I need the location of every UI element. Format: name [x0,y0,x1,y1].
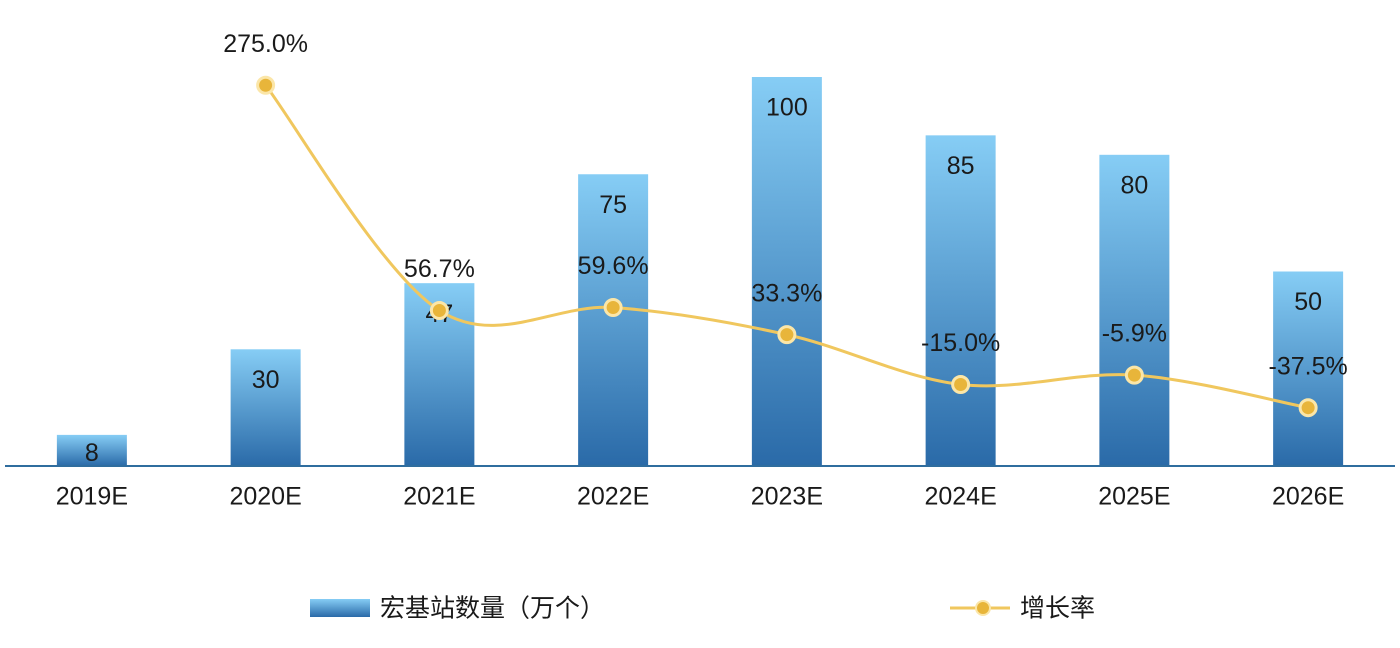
legend-label: 宏基站数量（万个） [380,595,605,623]
bar [1099,154,1170,467]
growth-value-label: -37.5% [1269,352,1348,380]
growth-point [429,301,449,321]
growth-value-label: 56.7% [404,255,475,283]
growth-point [256,75,276,95]
legend-swatch-dot [975,600,991,616]
growth-point [603,298,623,318]
growth-value-label: 275.0% [223,30,308,58]
x-tick-label: 2021E [403,483,475,511]
growth-value-label: 59.6% [578,252,649,280]
x-tick-label: 2026E [1272,483,1344,511]
bar [1273,271,1344,466]
growth-point [777,325,797,345]
growth-value-label: 33.3% [751,279,822,307]
x-tick-label: 2020E [229,483,301,511]
bar [56,434,127,466]
bar-value-label: 30 [252,366,280,394]
growth-point [951,374,971,394]
growth-point [1124,365,1144,385]
bar-value-label: 85 [947,152,975,180]
bar-value-label: 75 [599,191,627,219]
growth-point [1298,398,1318,418]
bar-value-label: 80 [1120,171,1148,199]
x-tick-label: 2019E [56,483,128,511]
bar-value-label: 100 [766,94,808,122]
x-tick-label: 2025E [1098,483,1170,511]
bar [751,77,822,466]
growth-value-label: -15.0% [921,329,1000,357]
bar [578,174,649,466]
x-tick-label: 2023E [751,483,823,511]
bar [230,349,301,466]
bar-value-label: 8 [85,439,99,467]
legend-label: 增长率 [1020,595,1095,623]
growth-value-label: -5.9% [1102,320,1167,348]
bar [925,135,996,466]
x-tick-label: 2024E [924,483,996,511]
x-tick-label: 2022E [577,483,649,511]
bar-value-label: 50 [1294,288,1322,316]
legend-swatch [310,599,370,617]
